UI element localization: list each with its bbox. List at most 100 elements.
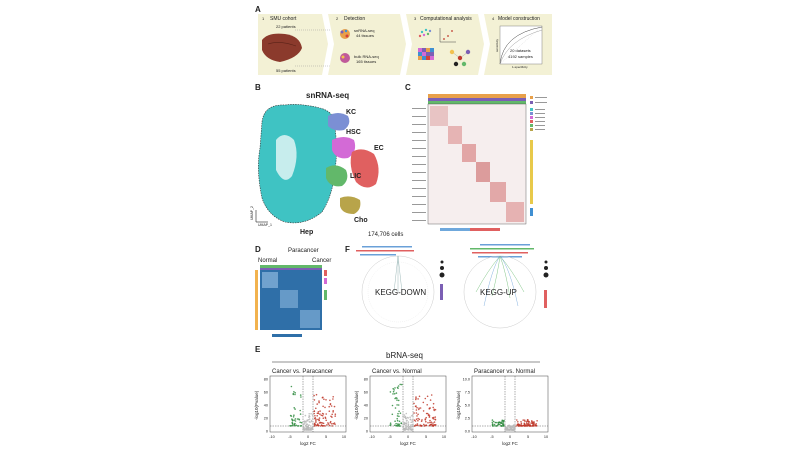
d-label-paracancer: Paracancer (288, 248, 319, 254)
volcano-point (308, 413, 311, 415)
kegg-up-size-legend (543, 260, 549, 308)
volcano-point (524, 424, 526, 427)
volcano-point (428, 407, 431, 410)
volcano-point (429, 399, 432, 401)
volcano-xtick: 0 (509, 435, 511, 439)
volcano-point (413, 425, 416, 427)
volcano-point (507, 424, 510, 427)
volcano-point (426, 404, 429, 406)
volcano-plots: Cancer vs. Paracancer -log10(Pvalue) log2 … (254, 369, 549, 446)
volcano-point (420, 420, 423, 423)
volcano-xlabel: log2 FC (300, 441, 317, 446)
step2-num: 2 (336, 16, 339, 21)
volcano-point (291, 421, 294, 424)
step3-box (406, 14, 484, 75)
volcano-point (328, 405, 331, 408)
volcano-ylabel: -log10(Pvalue) (354, 390, 359, 420)
volcano-plot-2: Cancer vs. Normal -log10(Pvalue) log2 FC 0 2… (354, 369, 447, 446)
volcano-ytick: 5.0 (465, 404, 470, 408)
volcano-point (526, 424, 529, 427)
volcano-point (504, 429, 506, 431)
volcano-point (397, 423, 399, 425)
volcano-point (296, 418, 299, 420)
volcano-point (313, 412, 316, 415)
step2-title: Detection (344, 16, 365, 22)
bulk-icon (340, 53, 350, 63)
volcano-point (417, 417, 419, 420)
panel-letter-a: A (255, 5, 261, 14)
volcano-point (304, 429, 306, 431)
volcano-point (331, 413, 334, 416)
volcano-point (398, 420, 401, 423)
cluster-label-hep: Hep (300, 229, 313, 236)
volcano-point (397, 404, 400, 406)
volcano-point (308, 424, 310, 426)
volcano-point (329, 399, 331, 402)
volcano-point (403, 428, 406, 431)
volcano-point (514, 425, 516, 427)
volcano-point (512, 426, 514, 429)
volcano-point (293, 419, 295, 422)
umap-axis2: UMAP_2 (250, 206, 254, 220)
volcano-point (419, 407, 422, 409)
step4-sub1: 20 datasets (510, 48, 531, 53)
panel-letter-c: C (405, 83, 411, 92)
volcano-point (425, 416, 428, 419)
volcano-point (434, 424, 437, 426)
volcano-point (502, 421, 505, 423)
volcano-point (402, 415, 404, 417)
volcano-point (519, 425, 521, 427)
volcano-point (313, 399, 316, 401)
volcano-point (424, 418, 427, 420)
step1-sub2: 55 patients (276, 68, 296, 73)
volcano-point (308, 415, 311, 417)
volcano-ytick: 60 (264, 391, 268, 395)
volcano-point (405, 422, 408, 425)
volcano-point (532, 424, 535, 427)
volcano-point (395, 392, 398, 394)
volcano-point (415, 409, 418, 411)
volcano-point (325, 413, 328, 415)
volcano-xtick: 10 (442, 435, 446, 439)
volcano-point (515, 425, 517, 427)
volcano-point (434, 408, 437, 411)
volcano-point (413, 419, 416, 422)
volcano-point (323, 398, 325, 401)
volcano-point (411, 419, 414, 422)
volcano-point (509, 429, 511, 431)
volcano-point (314, 415, 316, 417)
volcano-point (321, 422, 324, 424)
volcano-point (421, 419, 423, 421)
step4-title: Model construction (498, 16, 540, 22)
volcano-point (425, 424, 427, 426)
volcano-plot-1: Cancer vs. Paracancer -log10(Pvalue) log2 … (254, 369, 347, 446)
volcano-point (420, 425, 423, 427)
volcano-point (493, 423, 496, 426)
volcano-point (428, 424, 431, 427)
volcano-point (529, 425, 532, 427)
volcano-title: Cancer vs. Normal (372, 369, 422, 375)
volcano-point (416, 406, 418, 409)
volcano-point (402, 426, 404, 429)
volcano-point (394, 407, 397, 409)
volcano-point (324, 406, 326, 409)
volcano-xtick: 5 (527, 435, 529, 439)
liver-icon (262, 33, 302, 62)
volcano-point (304, 427, 307, 430)
volcano-point (396, 417, 399, 420)
volcano-point (332, 422, 335, 425)
volcano-point (332, 396, 335, 398)
volcano-point (427, 422, 429, 424)
volcano-ytick: 40 (364, 404, 368, 408)
volcano-point (321, 414, 324, 417)
volcano-point (507, 428, 510, 431)
volcano-point (397, 385, 400, 387)
volcano-point (413, 402, 415, 405)
volcano-ytick: 80 (364, 378, 368, 382)
d-label-cancer: Cancer (312, 258, 331, 264)
volcano-point (406, 425, 408, 428)
volcano-point (318, 401, 320, 404)
volcano-point (328, 424, 331, 427)
volcano-point (293, 391, 295, 393)
step2-sub1b: 44 tissues (356, 33, 374, 38)
